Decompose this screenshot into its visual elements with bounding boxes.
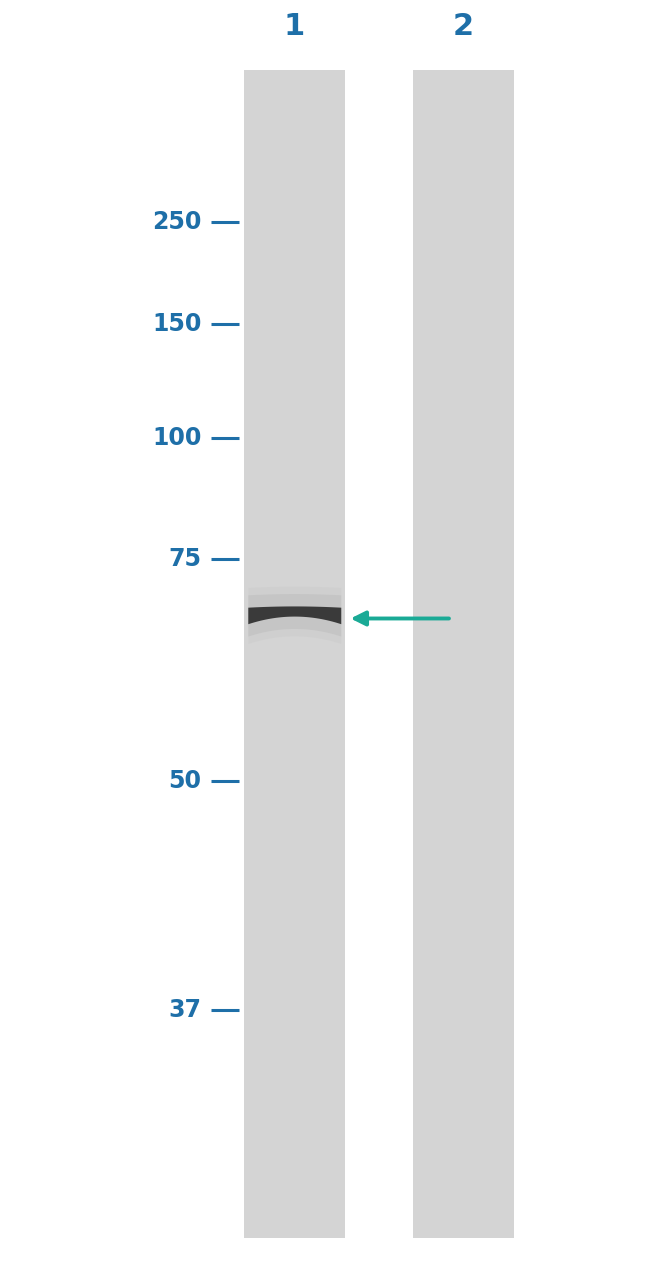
Text: 1: 1 (284, 11, 305, 41)
Bar (413, 70, 514, 1238)
Bar (244, 70, 344, 1238)
Text: 250: 250 (152, 211, 202, 234)
Text: 100: 100 (152, 427, 202, 450)
Polygon shape (248, 594, 341, 636)
Text: 150: 150 (152, 312, 202, 335)
Text: 37: 37 (168, 998, 202, 1021)
Text: 75: 75 (168, 547, 202, 570)
Text: 2: 2 (453, 11, 474, 41)
Polygon shape (248, 607, 341, 624)
Polygon shape (248, 587, 341, 644)
Text: 50: 50 (168, 770, 202, 792)
